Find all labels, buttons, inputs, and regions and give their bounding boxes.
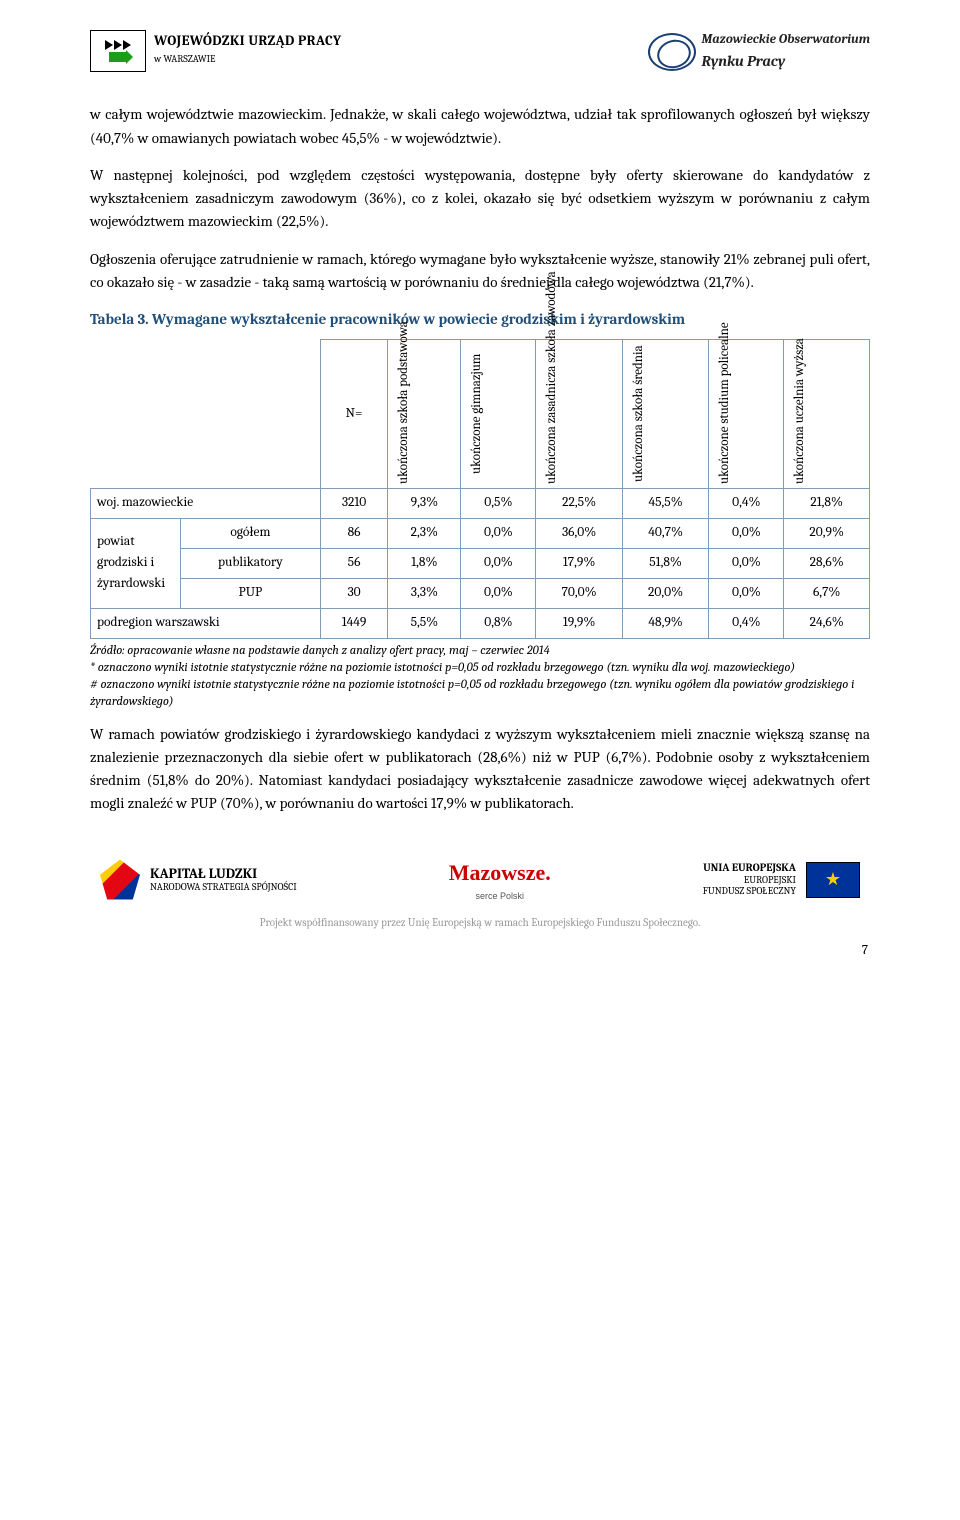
paragraph-2: W następnej kolejności, pod względem czę… [90,164,870,234]
col-n: N= [320,340,388,489]
mazowsze-sub: serce Polski [449,890,551,904]
row-publ-label: publikatory [181,549,321,579]
table-row: PUP 30 3,3% 0,0% 70,0% 20,0% 0,0% 6,7% [91,579,870,609]
body-text: w całym województwie mazowieckim. Jednak… [90,103,870,294]
table-row: powiat grodziski i żyrardowski ogółem 86… [91,519,870,549]
table-row: publikatory 56 1,8% 0,0% 17,9% 51,8% 0,0… [91,549,870,579]
education-table: N= ukończona szkoła podstawowa ukończone… [90,339,870,639]
kl-title: KAPITAŁ LUDZKI [150,866,297,881]
col-h1: ukończona szkoła podstawowa [394,344,414,484]
footer-disclaimer: Projekt współfinansowany przez Unię Euro… [90,914,870,931]
table-header-row: N= ukończona szkoła podstawowa ukończone… [91,340,870,489]
morp-line1: Mazowieckie Obserwatorium [702,30,870,50]
table-row: woj. mazowieckie 3210 9,3% 0,5% 22,5% 45… [91,489,870,519]
wup-arrows-icon [90,30,146,72]
row-woj-label: woj. mazowieckie [91,489,321,519]
col-h3: ukończona zasadnicza szkoła zawodowa [542,344,562,484]
morp-line2: Rynku Pracy [702,50,870,73]
eu-flag-icon: ★ [806,862,860,898]
source-line: Źródło: opracowanie własne na podstawie … [90,643,870,660]
morp-logo-block: Mazowieckie Obserwatorium Rynku Pracy [648,30,870,73]
kl-sub: NARODOWA STRATEGIA SPÓJNOŚCI [150,882,297,893]
table-row: podregion warszawski 1449 5,5% 0,8% 19,9… [91,609,870,639]
note-1: * oznaczono wyniki istotnie statystyczni… [90,660,870,677]
row-ogolem-label: ogółem [181,519,321,549]
table-caption: Tabela 3. Wymagane wykształcenie pracown… [90,308,870,331]
eu-title: UNIA EUROPEJSKA [703,862,796,874]
wup-title: WOJEWÓDZKI URZĄD PRACY [154,30,342,52]
wup-subtitle: w WARSZAWIE [154,52,342,68]
footer-logos: KAPITAŁ LUDZKI NARODOWA STRATEGIA SPÓJNO… [90,856,870,904]
row-powiat-label: powiat grodziski i żyrardowski [91,519,181,609]
page-number: 7 [90,941,870,961]
mazowsze-text: Mazowsze. [449,860,551,885]
row-pup-label: PUP [181,579,321,609]
paragraph-4: W ramach powiatów grodziskiego i żyrardo… [90,723,870,816]
row-podregion-label: podregion warszawski [91,609,321,639]
col-h5: ukończone studium policealne [715,344,735,484]
eu-line2: FUNDUSZ SPOŁECZNY [703,886,796,897]
eu-block: UNIA EUROPEJSKA EUROPEJSKI FUNDUSZ SPOŁE… [703,862,860,898]
note-2: # oznaczono wyniki istotnie statystyczni… [90,677,870,711]
kapital-ludzki-block: KAPITAŁ LUDZKI NARODOWA STRATEGIA SPÓJNO… [100,860,297,900]
col-h2: ukończone gimnazjum [467,344,487,484]
col-h6: ukończona uczelnia wyższa [790,344,810,484]
kapital-ludzki-icon [100,860,140,900]
eu-line1: EUROPEJSKI [703,875,796,886]
table-source-notes: Źródło: opracowanie własne na podstawie … [90,643,870,711]
mazowsze-logo: Mazowsze. serce Polski [449,856,551,904]
body-text-lower: W ramach powiatów grodziskiego i żyrardo… [90,723,870,816]
morp-ellipse-icon [648,33,696,71]
col-h4: ukończona szkoła średnia [629,344,649,484]
header-logos: WOJEWÓDZKI URZĄD PRACY w WARSZAWIE Mazow… [90,30,870,73]
paragraph-3: Ogłoszenia oferujące zatrudnienie w rama… [90,248,870,295]
paragraph-1: w całym województwie mazowieckim. Jednak… [90,103,870,150]
wup-logo-block: WOJEWÓDZKI URZĄD PRACY w WARSZAWIE [90,30,342,72]
